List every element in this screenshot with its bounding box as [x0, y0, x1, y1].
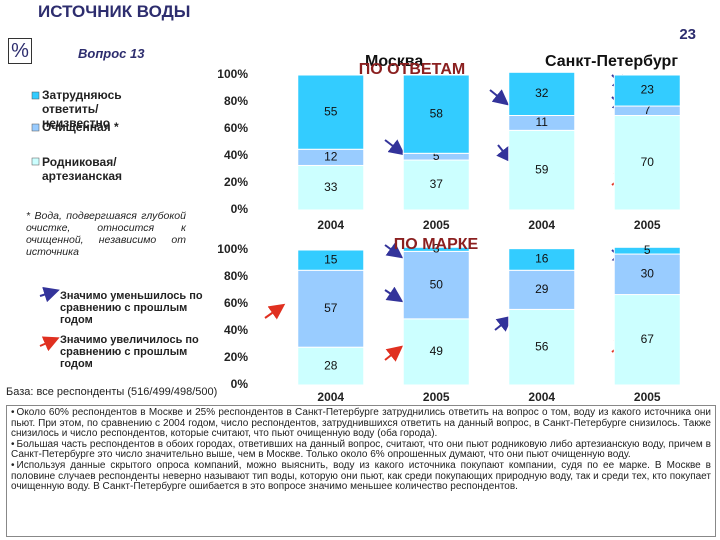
- bar-segment: [613, 74, 681, 107]
- y-tick-label: 0%: [231, 377, 249, 391]
- value-label: 58: [430, 106, 444, 120]
- value-label: 7: [644, 103, 651, 117]
- unit: %: [8, 38, 32, 64]
- value-label: 32: [535, 86, 549, 100]
- city-label: Москва: [365, 53, 423, 70]
- x-tick-label: 2004: [317, 218, 344, 232]
- bar-segment: [508, 308, 576, 386]
- y-tick-label: 60%: [224, 121, 248, 135]
- value-label: 5: [433, 149, 440, 163]
- question: Вопрос 13: [78, 46, 145, 61]
- summary-bullet: Большая часть респондентов в обоих город…: [11, 439, 711, 461]
- y-tick-label: 20%: [224, 350, 248, 364]
- bar-segment: [508, 71, 576, 117]
- value-label: 57: [324, 301, 338, 315]
- y-tick-label: 80%: [224, 94, 248, 108]
- bar-segment: [402, 250, 470, 320]
- bar-segment: [508, 269, 576, 310]
- city-label: Санкт-Петербург: [545, 53, 678, 70]
- y-tick-label: 100%: [217, 242, 248, 256]
- x-tick-label: 2005: [634, 218, 661, 232]
- base-note: База: все респонденты (516/499/498/500): [6, 386, 218, 398]
- y-tick-label: 40%: [224, 323, 248, 337]
- value-label: 23: [641, 83, 655, 97]
- value-label: 15: [324, 252, 338, 266]
- bar-segment: [297, 164, 365, 211]
- value-label: 56: [535, 339, 549, 353]
- summary-bullet: Около 60% респондентов в Москве и 25% ре…: [11, 407, 711, 440]
- y-tick-label: 100%: [217, 67, 248, 81]
- bar-segment: [297, 249, 365, 271]
- chart-title: ПО ОТВЕТАМ: [359, 61, 465, 78]
- x-tick-label: 2005: [423, 218, 450, 232]
- legend-entry: Очищенная *: [42, 120, 119, 134]
- value-label: 50: [430, 277, 444, 291]
- bar-segment: [402, 159, 470, 211]
- value-label: 3: [433, 241, 440, 255]
- x-tick-label: 2005: [423, 390, 450, 404]
- annotation: Значимо увеличилось по сравнению с прошл…: [60, 334, 199, 370]
- value-label: 28: [324, 358, 338, 372]
- y-tick-label: 60%: [224, 296, 248, 310]
- value-label: 12: [324, 150, 338, 164]
- value-label: 16: [535, 252, 549, 266]
- slide-title: ИСТОЧНИК ВОДЫ: [38, 2, 191, 21]
- bar-segment: [508, 248, 576, 271]
- bar-segment: [297, 74, 365, 150]
- y-tick-label: 0%: [231, 202, 249, 216]
- bar-segment: [508, 129, 576, 211]
- bar-segment: [613, 294, 681, 386]
- x-tick-label: 2004: [317, 390, 344, 404]
- y-tick-label: 40%: [224, 148, 248, 162]
- bar-segment: [297, 346, 365, 386]
- legend-swatch: [31, 91, 40, 100]
- bar-segment: [402, 318, 470, 386]
- chart-title: ПО МАРКЕ: [394, 236, 479, 253]
- value-label: 29: [535, 282, 549, 296]
- legend-swatch: [31, 123, 40, 132]
- value-label: 59: [535, 162, 549, 176]
- page-number: 23: [679, 26, 696, 43]
- y-tick-label: 20%: [224, 175, 248, 189]
- legend-entry: Родниковая/ артезианская: [42, 155, 123, 183]
- bar-segment: [402, 246, 470, 252]
- value-label: 11: [536, 115, 549, 129]
- value-label: 67: [641, 332, 655, 346]
- x-tick-label: 2004: [528, 218, 555, 232]
- value-label: 49: [430, 344, 444, 358]
- value-label: 70: [641, 155, 655, 169]
- value-label: 33: [324, 180, 338, 194]
- bar-segment: [402, 74, 470, 154]
- x-tick-label: 2005: [634, 390, 661, 404]
- summary-bullet: Используя данные скрытого опроса компани…: [11, 460, 711, 493]
- footnote: * Вода, подвергшаяся глубокой очистке, о…: [26, 210, 186, 258]
- value-label: 5: [644, 243, 651, 257]
- annotation: Значимо уменьшилось по сравнению с прошл…: [60, 290, 203, 326]
- summary-box: Около 60% респондентов в Москве и 25% ре…: [6, 405, 716, 537]
- legend-swatch: [31, 157, 40, 166]
- value-label: 37: [430, 177, 444, 191]
- bar-segment: [613, 115, 681, 211]
- y-tick-label: 80%: [224, 269, 248, 283]
- legend-entry: Затрудняюсь ответить/ неизвестно: [42, 88, 122, 130]
- value-label: 30: [641, 266, 655, 280]
- value-label: 55: [324, 104, 338, 118]
- x-tick-label: 2004: [528, 390, 555, 404]
- bar-segment: [613, 246, 681, 255]
